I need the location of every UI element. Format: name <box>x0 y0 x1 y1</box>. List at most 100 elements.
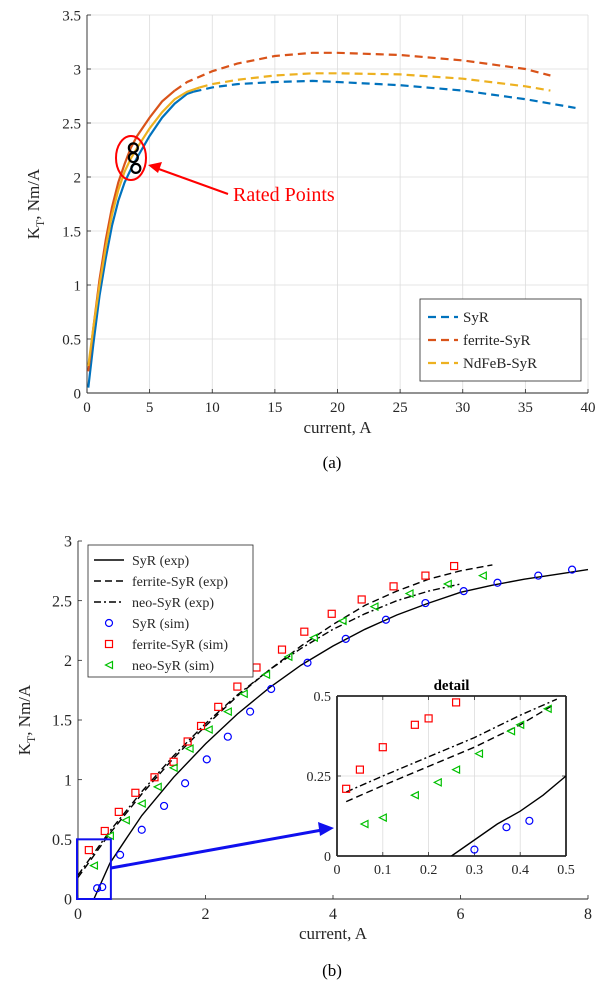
x-tick-label: 4 <box>329 906 337 923</box>
data-point <box>150 773 159 782</box>
x-tick-label: 35 <box>518 400 533 416</box>
data-point <box>477 571 487 581</box>
data-point <box>252 663 261 672</box>
y-tick-label: 0 <box>64 892 72 909</box>
y-tick-label: 1 <box>64 772 72 789</box>
inset-series-line <box>345 698 558 793</box>
zoom-region <box>76 838 112 900</box>
y-tick-label: 2 <box>74 170 82 186</box>
data-point <box>246 707 255 716</box>
x-tick-label: 20 <box>330 400 345 416</box>
inset-title: detail <box>434 678 470 694</box>
y-tick-label: 0.5 <box>62 332 81 348</box>
panel-a: 0 5 10 15 20 25 30 35 40 0 0.5 1 1.5 2 2.5 3 3.5 current,… <box>24 8 596 437</box>
y-tick-label: 2.5 <box>62 116 81 132</box>
x-tick-label: 6 <box>457 906 465 923</box>
x-axis-label: current, A <box>299 924 368 943</box>
data-point <box>100 826 109 836</box>
data-point <box>181 779 190 788</box>
data-point <box>381 615 391 624</box>
data-point <box>404 589 414 598</box>
inset-data-point <box>470 845 479 854</box>
inset-plot-area <box>342 698 566 856</box>
inset-series-line <box>451 775 566 856</box>
legend-box <box>87 544 254 678</box>
data-point <box>534 571 543 580</box>
data-point <box>459 587 468 596</box>
data-point <box>131 788 140 797</box>
y-axis-label: KT, Nm/A <box>15 684 38 755</box>
inset-data-point <box>342 784 351 793</box>
legend-swatch <box>104 639 114 649</box>
inset-data-point <box>474 749 484 759</box>
inset-data-point <box>451 765 461 775</box>
data-point <box>222 707 232 717</box>
y-tick-label: 1.5 <box>52 713 72 730</box>
annotation-arrow-line <box>155 167 229 195</box>
legend-entry: SyR (exp) <box>132 554 190 569</box>
x-tick-label: 8 <box>584 906 592 923</box>
data-point <box>567 565 577 574</box>
y-tick-label: 1.5 <box>62 224 81 240</box>
series-line-dashed <box>193 79 576 109</box>
inset-data-point <box>432 777 442 787</box>
annotation-arrow-head <box>148 162 162 173</box>
panel-a-caption: (a) <box>323 453 342 472</box>
data-point <box>442 579 452 589</box>
x-tick-label: 25 <box>393 400 408 416</box>
series-line-dashed <box>174 51 551 92</box>
inset-data-point <box>410 720 419 729</box>
legend-entry: SyR (sim) <box>132 617 190 632</box>
data-point <box>115 850 125 859</box>
data-point <box>183 737 192 746</box>
zoom-arrow-line <box>110 828 323 870</box>
x-tick-label: 0.1 <box>374 863 392 878</box>
inset-data-point <box>525 816 534 825</box>
data-point <box>267 684 276 694</box>
y-tick-label: 0 <box>324 850 331 865</box>
inset-data-point <box>515 720 525 730</box>
y-tick-label: 3 <box>74 62 82 78</box>
y-tick-label: 2.5 <box>52 593 72 610</box>
x-tick-label: 0.3 <box>466 863 484 878</box>
series-line-dashed <box>199 72 551 92</box>
legend-entry: ferrite-SyR (sim) <box>132 638 228 653</box>
legend: SyR (exp) ferrite-SyR (exp) neo-SyR (exp) S… <box>87 544 254 678</box>
y-tick-label: 0 <box>74 386 82 402</box>
data-point <box>369 602 379 612</box>
data-point <box>98 882 107 892</box>
legend-entry: NdFeB-SyR <box>463 356 537 372</box>
data-point <box>84 845 93 855</box>
inset-series-line <box>345 704 553 803</box>
data-point <box>136 799 146 809</box>
legend: SyR ferrite-SyR NdFeB-SyR <box>419 298 582 382</box>
inset-data-point <box>410 790 419 800</box>
panel-b: 0 2 4 6 8 0 0.5 1 1.5 2 2.5 3 current, A KT, Nm/A SyR … <box>15 534 592 943</box>
y-axis-label: KT, Nm/A <box>24 168 47 239</box>
legend-entry: neo-SyR (sim) <box>132 659 214 674</box>
data-point <box>277 645 287 654</box>
data-point <box>337 616 347 626</box>
data-point <box>169 757 178 766</box>
data-point <box>114 807 123 816</box>
rated-points-ellipse <box>115 135 147 181</box>
inset: 0 0.1 0.2 0.3 0.4 0.5 0 0.25 0.5 detail <box>307 678 575 878</box>
y-tick-label: 0.5 <box>52 832 72 849</box>
data-point <box>283 652 293 662</box>
x-tick-label: 15 <box>267 400 282 416</box>
data-point <box>450 561 459 571</box>
data-point <box>309 633 318 643</box>
inset-data-point <box>542 704 552 714</box>
rated-point <box>127 151 139 164</box>
x-axis-label: current, A <box>304 418 373 437</box>
legend-swatch <box>104 660 114 670</box>
data-point <box>202 755 211 764</box>
data-point <box>184 744 194 754</box>
series-line <box>93 568 589 900</box>
x-tick-label: 40 <box>581 400 596 416</box>
x-tick-label: 30 <box>455 400 470 416</box>
data-point <box>223 732 232 741</box>
data-point <box>261 670 271 680</box>
data-point <box>233 682 242 691</box>
